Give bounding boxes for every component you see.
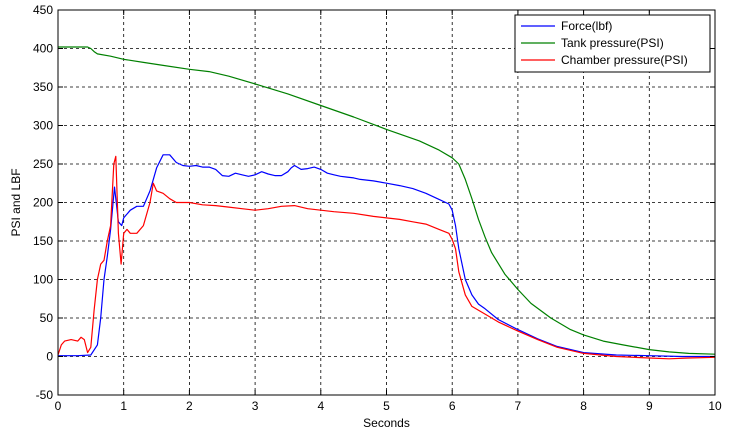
x-tick-label-2: 2 — [186, 399, 193, 413]
y-tick-label-0: -50 — [36, 388, 54, 402]
x-tick-label-8: 8 — [580, 399, 587, 413]
axis-ticks: 0 1 2 3 4 5 6 7 8 9 10-500501001502002503003504004… — [33, 3, 722, 413]
legend: Force(lbf) Tank pressure(PSI) Chamber pres… — [514, 14, 711, 73]
x-tick-label-9: 9 — [646, 399, 653, 413]
y-tick-label-3: 100 — [33, 273, 53, 287]
y-tick-label-1: 0 — [46, 350, 53, 364]
y-tick-label-8: 350 — [33, 80, 53, 94]
y-tick-label-9: 400 — [33, 42, 53, 56]
x-tick-label-10: 10 — [708, 399, 722, 413]
x-tick-label-1: 1 — [120, 399, 127, 413]
x-tick-label-0: 0 — [55, 399, 62, 413]
y-tick-label-10: 450 — [33, 3, 53, 17]
y-tick-label-2: 50 — [40, 311, 54, 325]
y-tick-label-5: 200 — [33, 196, 53, 210]
legend-label-2: Chamber pressure(PSI) — [561, 53, 688, 67]
series-line-1 — [58, 46, 716, 355]
legend-label-0: Force(lbf) — [561, 19, 612, 33]
series-line-0 — [58, 154, 715, 358]
y-axis-label: PSI and LBF — [9, 168, 23, 236]
x-tick-label-4: 4 — [317, 399, 324, 413]
grid-lines — [58, 10, 715, 395]
x-axis-label: Seconds — [363, 416, 410, 430]
legend-label-1: Tank pressure(PSI) — [561, 36, 664, 50]
x-tick-label-3: 3 — [252, 399, 259, 413]
series-layer — [57, 46, 716, 360]
series-line-2 — [57, 155, 716, 360]
x-tick-label-6: 6 — [449, 399, 456, 413]
y-tick-label-4: 150 — [33, 234, 53, 248]
y-tick-label-6: 250 — [33, 157, 53, 171]
x-tick-label-7: 7 — [515, 399, 522, 413]
y-tick-label-7: 300 — [33, 119, 53, 133]
x-tick-label-5: 5 — [383, 399, 390, 413]
